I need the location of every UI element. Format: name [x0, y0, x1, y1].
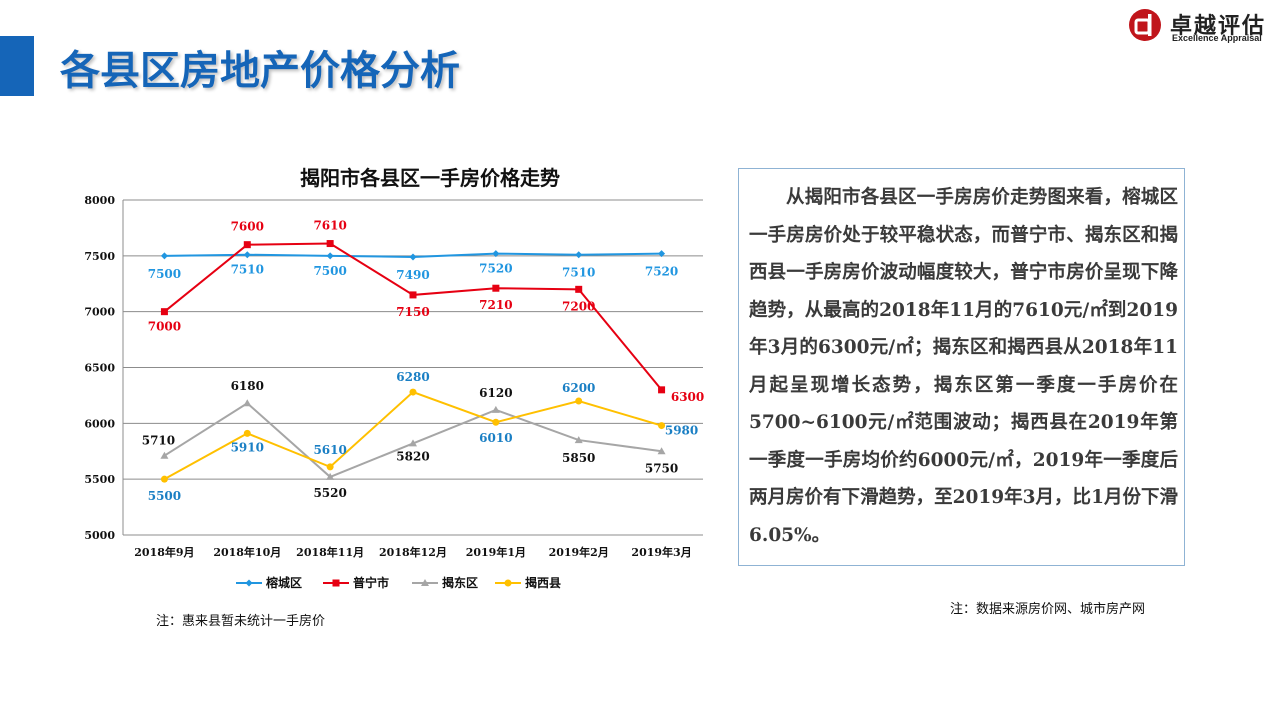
series-2-point-6 — [657, 447, 666, 455]
series-3-point-3 — [409, 388, 417, 396]
data-label-0-4: 7520 — [479, 262, 512, 276]
series-0-point-0 — [160, 252, 168, 260]
footnote-data-source: 注：数据来源房价网、城市房产网 — [950, 602, 1146, 617]
x-tick-label: 2019年2月 — [549, 545, 609, 559]
y-tick-label-6000: 6000 — [84, 417, 115, 430]
chart-series — [160, 240, 666, 483]
y-tick-label-7500: 7500 — [84, 250, 115, 263]
legend-label-2: 揭东区 — [442, 575, 478, 590]
data-label-0-3: 7490 — [396, 268, 429, 282]
logo-text-en: Excellence Appraisal — [1172, 33, 1262, 43]
series-2-point-0 — [160, 451, 169, 459]
x-tick-label: 2019年1月 — [466, 545, 526, 559]
x-tick-label: 2019年3月 — [631, 545, 691, 559]
data-label-2-4: 6120 — [479, 386, 512, 400]
series-1-point-1 — [243, 241, 251, 249]
series-3-point-0 — [160, 475, 168, 483]
data-label-1-3: 7150 — [396, 305, 429, 319]
y-tick-label-5000: 5000 — [84, 529, 115, 542]
series-0-point-3 — [409, 253, 417, 261]
series-line-3 — [163, 390, 662, 481]
x-tick-label: 2018年11月 — [296, 545, 364, 559]
series-3-point-4 — [492, 418, 500, 426]
data-label-2-0: 5710 — [142, 434, 175, 448]
data-label-2-1: 6180 — [231, 379, 264, 393]
series-0-point-2 — [326, 252, 334, 260]
data-label-0-6: 7520 — [645, 265, 678, 279]
legend-label-0: 榕城区 — [266, 575, 302, 590]
data-label-3-6: 5980 — [665, 424, 698, 438]
y-tick-label-8000: 8000 — [84, 194, 115, 207]
title-accent-bar — [0, 36, 34, 96]
data-label-2-6: 5750 — [645, 461, 678, 475]
data-label-0-1: 7510 — [231, 263, 264, 277]
analysis-text-box: 从揭阳市各县区一手房房价走势图来看，榕城区一手房房价处于较平稳状态，而普宁市、揭… — [738, 168, 1185, 566]
chart-gridlines — [123, 199, 703, 480]
data-label-2-2: 5520 — [313, 486, 346, 500]
data-label-0-5: 7510 — [562, 266, 595, 280]
data-label-2-3: 5820 — [396, 449, 429, 463]
series-1-point-2 — [326, 240, 334, 248]
x-tick-label: 2018年9月 — [134, 545, 194, 559]
x-tick-label: 2018年10月 — [213, 545, 281, 559]
series-1-point-0 — [160, 308, 168, 316]
data-label-2-5: 5850 — [562, 451, 595, 465]
series-3-point-5 — [575, 397, 583, 405]
data-label-3-0: 5500 — [148, 489, 181, 503]
series-2-point-2 — [326, 472, 335, 480]
series-2-point-3 — [409, 439, 417, 447]
data-label-1-1: 7600 — [231, 220, 264, 234]
legend-marker-0 — [245, 579, 253, 587]
series-0-point-4 — [492, 250, 500, 258]
legend-marker-2 — [421, 579, 429, 586]
series-1-point-6 — [658, 386, 666, 394]
series-0-point-1 — [243, 251, 251, 259]
data-label-0-2: 7500 — [313, 264, 346, 278]
series-1-point-5 — [575, 285, 583, 293]
page-title: 各县区房地产价格分析 — [60, 48, 460, 94]
data-label-3-1: 5910 — [231, 440, 264, 454]
legend-label-1: 普宁市 — [353, 575, 389, 590]
data-label-3-5: 6200 — [562, 381, 595, 395]
chart-legend: 榕城区 普宁市 揭东区 揭西县 — [236, 575, 561, 590]
logo: 卓越评估 Excellence Appraisal — [1128, 6, 1276, 46]
data-label-3-3: 6280 — [396, 370, 429, 384]
series-0-point-5 — [575, 251, 583, 259]
series-0-point-6 — [658, 250, 666, 258]
chart-axes: 5000 5500 6000 6500 7000 7500 8000 2018年9月 2018年… — [84, 194, 703, 559]
legend-marker-3 — [504, 579, 512, 587]
chart-title: 揭阳市各县区一手房价格走势 — [300, 166, 560, 190]
y-tick-label-6500: 6500 — [84, 362, 115, 375]
series-2-point-5 — [574, 436, 583, 444]
series-1-point-3 — [409, 291, 417, 299]
y-tick-label-7000: 7000 — [84, 306, 115, 319]
logo-mark-icon — [1129, 9, 1161, 41]
data-label-1-4: 7210 — [479, 298, 512, 312]
legend-label-3: 揭西县 — [525, 575, 561, 590]
logo-text-cn: 卓越评估 — [1170, 14, 1267, 39]
series-1-point-4 — [492, 284, 500, 292]
series-3-point-1 — [243, 429, 251, 437]
series-3-point-2 — [326, 463, 334, 471]
analysis-paragraph: 从揭阳市各县区一手房房价走势图来看，榕城区一手房房价处于较平稳状态，而普宁市、揭… — [749, 187, 1178, 546]
data-label-1-6: 6300 — [671, 390, 704, 404]
x-tick-label: 2018年12月 — [379, 545, 447, 559]
data-label-3-4: 6010 — [479, 431, 512, 445]
data-label-1-2: 7610 — [313, 219, 346, 233]
series-2-point-4 — [491, 405, 500, 413]
footnote-huilai: 注：惠来县暂未统计一手房价 — [156, 614, 326, 629]
chart-data-labels: 7500 7510 7500 7490 7520 7510 7520 7000 7600 7610… — [142, 219, 705, 504]
data-label-1-0: 7000 — [148, 320, 181, 334]
legend-marker-1 — [332, 579, 340, 587]
data-label-1-5: 7200 — [562, 299, 595, 313]
data-label-3-2: 5610 — [313, 443, 346, 457]
y-tick-label-5500: 5500 — [84, 473, 115, 486]
series-2-point-1 — [243, 399, 252, 407]
data-label-0-0: 7500 — [148, 267, 181, 281]
series-3-point-6 — [658, 422, 666, 430]
